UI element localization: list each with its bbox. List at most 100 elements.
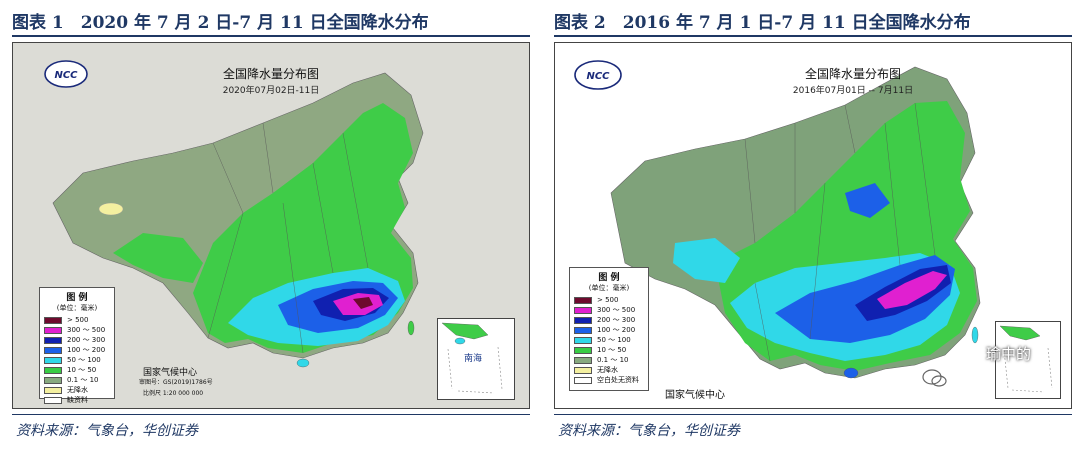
legend-row: > 500 [40, 315, 114, 325]
legend-row: 200 ～ 300 [570, 315, 648, 325]
legend-swatch [574, 366, 592, 374]
figure-2-precip-map [610, 66, 981, 379]
legend-label: 50 ～ 100 [597, 336, 631, 344]
legend-swatch [574, 376, 592, 384]
legend-label: 10 ～ 50 [67, 366, 97, 374]
figure-2-map-heading: 全国降水量分布图 [804, 67, 901, 81]
legend-swatch [574, 296, 592, 304]
hainan-island [296, 358, 310, 368]
figure-1-map-heading: 全国降水量分布图 [222, 67, 319, 81]
legend-row: 300 ～ 500 [570, 305, 648, 315]
inset-map [999, 325, 1053, 393]
ncc-logo-text: NCC [586, 71, 610, 82]
legend-row: > 500 [570, 295, 648, 305]
legend-row: 200 ～ 300 [40, 335, 114, 345]
figure-2-map: NCC 全国降水量分布图 2016年07月01日 -- 7月11日 图 例 (单… [554, 42, 1072, 409]
watermark: 瑜中的 [985, 345, 1031, 363]
figure-2-source-rule [554, 414, 1072, 415]
figure-1-map: NCC 全国降水量分布图 2020年07月02日-11日 图 例 (单位：毫米)… [12, 42, 530, 409]
legend-swatch [574, 306, 592, 314]
region-no-precip [98, 202, 124, 216]
inset-map [441, 322, 503, 394]
figure-2-title-rule [554, 35, 1072, 37]
figure-2-source: 资料来源：气象台，华创证券 [558, 423, 740, 439]
figure-1-legend: 图 例 (单位：毫米) > 500 300 ～ 500 200 ～ 300 100 ～… [39, 287, 115, 404]
figure-1-org: 国家气候中心 [143, 368, 198, 378]
legend-swatch [574, 326, 592, 334]
south-china-sea-inset: 南海 [437, 318, 515, 400]
region-over-500 [353, 297, 373, 309]
figure-1-precip-map [52, 72, 424, 368]
figure-2: 图表 2 2016 年 7 月 1 日-7 月 11 日全国降水分布 [554, 0, 1072, 450]
legend-row: 0.1 ～ 10 [40, 375, 114, 385]
legend-label: 缺资料 [67, 396, 88, 404]
ncc-logo-text: NCC [54, 70, 78, 81]
legend-title: 图 例 [66, 293, 88, 303]
figure-2-org: 国家气候中心 [665, 390, 725, 401]
legend-label: > 500 [67, 316, 89, 324]
legend-label: 10 ～ 50 [597, 346, 627, 354]
figure-1-map-number: 审图号：GS(2019)1786号 [139, 379, 213, 386]
legend-row: 300 ～ 500 [40, 325, 114, 335]
legend-row: 0.1 ～ 10 [570, 355, 648, 365]
region-300-500 [877, 271, 947, 309]
legend-swatch [574, 346, 592, 354]
legend-swatch [44, 316, 62, 324]
figure-2-legend: 图 例 (单位：毫米) > 500 300 ～ 500 200 ～ 300 100 ～… [569, 267, 649, 391]
legend-label: 200 ～ 300 [67, 336, 106, 344]
legend-row: 无降水 [570, 365, 648, 375]
legend-label: 100 ～ 200 [67, 346, 106, 354]
legend-label: 50 ～ 100 [67, 356, 101, 364]
legend-row: 50 ～ 100 [40, 355, 114, 365]
legend-swatch [44, 356, 62, 364]
province-boundaries [207, 122, 369, 354]
legend-label: 无降水 [67, 386, 88, 394]
south-china-sea-inset [995, 321, 1061, 399]
legend-label: 0.1 ～ 10 [67, 376, 99, 384]
legend-swatch [44, 396, 62, 404]
legend-rows: > 500 300 ～ 500 200 ～ 300 100 ～ 200 50 ～ 100… [570, 295, 648, 385]
figure-1-source: 资料来源：气象台，华创证券 [16, 423, 198, 439]
legend-rows: > 500 300 ～ 500 200 ～ 300 100 ～ 200 50 ～ 100… [40, 315, 114, 405]
legend-title: 图 例 [598, 273, 620, 283]
legend-unit: (单位：毫米) [56, 304, 98, 312]
legend-swatch [574, 336, 592, 344]
legend-label: 100 ～ 200 [597, 326, 636, 334]
legend-unit: (单位：毫米) [588, 284, 630, 292]
province-boundaries [744, 102, 936, 362]
region-10-50-west [113, 233, 203, 283]
legend-row: 缺资料 [40, 395, 114, 405]
legend-swatch [44, 376, 62, 384]
legend-label: 300 ～ 500 [597, 306, 636, 314]
legend-label: 无降水 [597, 366, 618, 374]
legend-row: 10 ～ 50 [570, 345, 648, 355]
legend-label: 0.1 ～ 10 [597, 356, 629, 364]
legend-label: 200 ～ 300 [597, 316, 636, 324]
legend-label: 300 ～ 500 [67, 326, 106, 334]
legend-swatch [574, 316, 592, 324]
figure-2-map-date: 2016年07月01日 -- 7月11日 [792, 86, 914, 96]
region-100-200-north [845, 183, 890, 218]
legend-row: 100 ～ 200 [570, 325, 648, 335]
legend-label: 空白处无资料 [597, 376, 639, 384]
legend-row: 无降水 [40, 385, 114, 395]
legend-row: 10 ～ 50 [40, 365, 114, 375]
figure-2-title: 图表 2 2016 年 7 月 1 日-7 月 11 日全国降水分布 [554, 13, 971, 33]
figure-1-title-rule [12, 35, 530, 37]
legend-swatch [44, 366, 62, 374]
hainan-island [843, 367, 859, 379]
region-50-100-west [673, 238, 740, 283]
legend-swatch [574, 356, 592, 364]
legend-swatch [44, 386, 62, 394]
legend-row: 空白处无资料 [570, 375, 648, 385]
figure-1: 图表 1 2020 年 7 月 2 日-7 月 11 日全国降水分布 [12, 0, 530, 450]
legend-row: 50 ～ 100 [570, 335, 648, 345]
figure-1-map-date: 2020年07月02日-11日 [222, 86, 320, 96]
legend-swatch [44, 326, 62, 334]
taiwan-island [407, 320, 415, 336]
taiwan-island [971, 326, 979, 344]
figure-1-source-rule [12, 414, 530, 415]
inset-label: 南海 [464, 354, 483, 364]
legend-row: 100 ～ 200 [40, 345, 114, 355]
legend-swatch [44, 346, 62, 354]
